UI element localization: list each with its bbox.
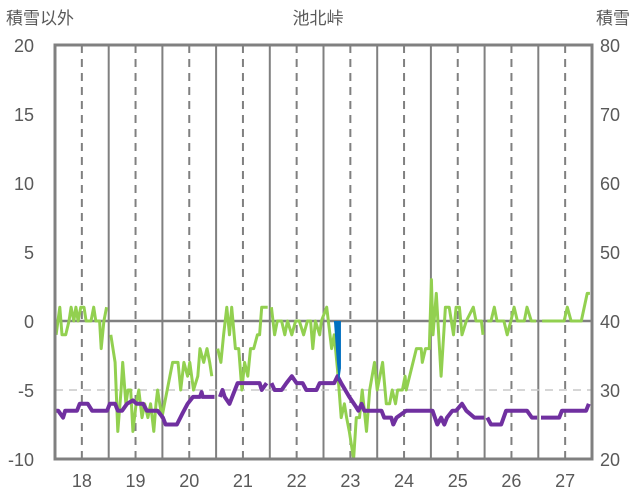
line-purple — [269, 374, 485, 427]
x-tick-label: 25 — [448, 471, 468, 491]
x-tick-label: 19 — [126, 471, 146, 491]
x-tick-label: 23 — [340, 471, 360, 491]
right-axis-label: 積雪 — [596, 9, 630, 29]
x-tick-label: 24 — [394, 471, 414, 491]
x-tick-label: 26 — [501, 471, 521, 491]
x-tick-label: 27 — [555, 471, 575, 491]
y-right-tick-label: 80 — [600, 36, 620, 56]
y-left-tick-label: -10 — [8, 450, 34, 470]
y-right-tick-label: 20 — [600, 450, 620, 470]
line-purple — [55, 390, 215, 427]
line-purple — [485, 408, 538, 427]
x-tick-label: 18 — [72, 471, 92, 491]
x-tick-label: 21 — [233, 471, 253, 491]
series-marks — [54, 278, 591, 461]
y-left-tick-label: -5 — [18, 381, 34, 401]
left-axis-label: 積雪以外 — [6, 9, 74, 29]
y-left-tick-label: 15 — [14, 105, 34, 125]
x-tick-label: 22 — [287, 471, 307, 491]
chart-title: 池北峠 — [293, 9, 344, 29]
y-right-tick-label: 70 — [600, 105, 620, 125]
y-left-tick-label: 20 — [14, 36, 34, 56]
y-left-tick-label: 0 — [24, 312, 34, 332]
line-green — [216, 305, 268, 392]
tick-labels: 18 19 20 21 22 23 24 25 26 2720151050-5-108070605… — [8, 36, 620, 491]
line-purple — [218, 381, 269, 406]
y-right-tick-label: 50 — [600, 243, 620, 263]
line-green — [54, 305, 109, 351]
line-green — [269, 278, 485, 461]
bar-blue — [333, 321, 341, 383]
y-left-tick-label: 5 — [24, 243, 34, 263]
line-green — [542, 291, 590, 323]
x-tick-label: 20 — [179, 471, 199, 491]
line-green — [487, 305, 537, 337]
line-purple — [541, 403, 591, 420]
y-left-tick-label: 10 — [14, 174, 34, 194]
plot-frame — [53, 43, 594, 461]
y-right-tick-label: 30 — [600, 381, 620, 401]
y-right-tick-label: 40 — [600, 312, 620, 332]
line-green — [109, 334, 214, 433]
y-right-tick-label: 60 — [600, 174, 620, 194]
grid-lines — [55, 45, 592, 459]
